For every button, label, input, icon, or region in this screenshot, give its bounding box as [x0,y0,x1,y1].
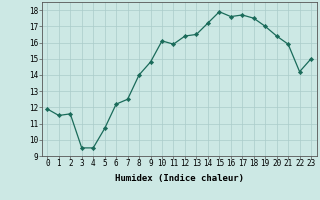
X-axis label: Humidex (Indice chaleur): Humidex (Indice chaleur) [115,174,244,183]
